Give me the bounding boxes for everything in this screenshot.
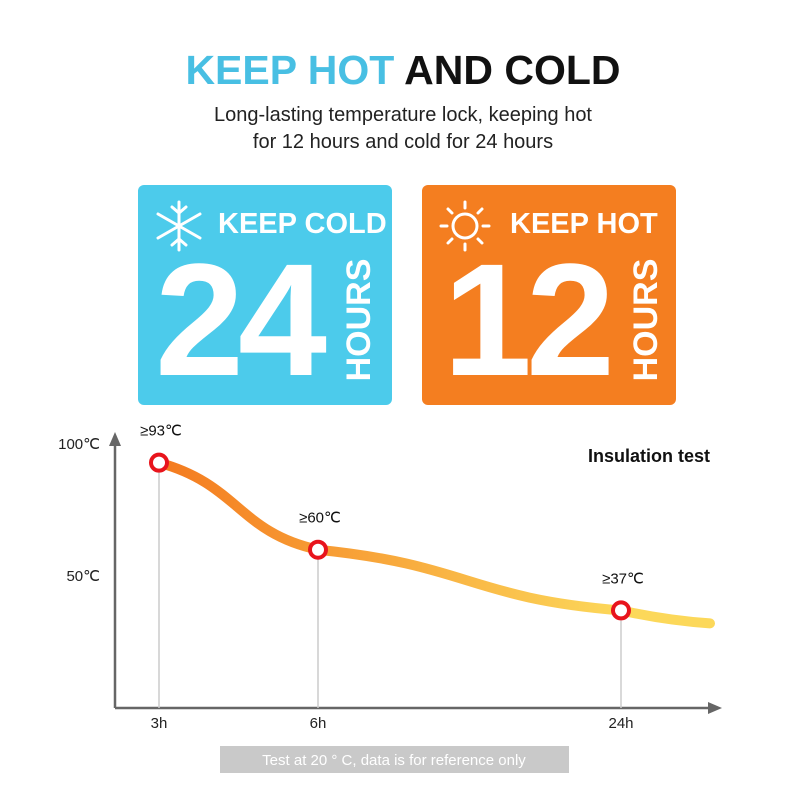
- x-tick-label: 3h: [151, 715, 168, 732]
- card-number: 12: [443, 230, 609, 409]
- value-label: ≥93℃: [140, 423, 182, 440]
- card-label: KEEP COLD: [218, 208, 387, 240]
- y-tick-label: 100℃: [58, 436, 100, 453]
- temperature-line: [154, 457, 626, 616]
- chart-title: Insulation test: [588, 446, 710, 466]
- sun-icon: [439, 200, 491, 252]
- chart: Insulation test 50℃ 100℃ ≥93℃ 3h ≥60℃ 6h ≥37℃ 2…: [58, 423, 722, 732]
- cold-card: KEEP COLD 24 HOURS: [138, 185, 392, 409]
- subtitle: for 12 hours and cold for 24 hours: [253, 131, 553, 153]
- card-unit: HOURS: [340, 259, 378, 382]
- headline: KEEP HOT AND COLD: [185, 47, 620, 93]
- y-tick-label: 50℃: [66, 568, 100, 585]
- hot-card: KEEP HOT 12 HOURS: [422, 185, 676, 409]
- card-unit: HOURS: [627, 259, 665, 382]
- value-label: ≥60℃: [299, 510, 341, 527]
- footnote: Test at 20 ° C, data is for reference on…: [262, 752, 526, 769]
- card-background: [138, 185, 392, 405]
- x-tick-label: 6h: [310, 715, 327, 732]
- headline-accent: KEEP HOT: [185, 47, 394, 93]
- y-axis-arrow: [109, 432, 121, 446]
- card-number: 24: [155, 230, 327, 409]
- subtitle: Long-lasting temperature lock, keeping h…: [214, 104, 592, 126]
- card-background: [422, 185, 676, 405]
- headline-rest: AND COLD: [404, 47, 620, 93]
- x-axis-arrow: [708, 702, 722, 714]
- card-label: KEEP HOT: [510, 208, 658, 240]
- footnote-background: [220, 746, 569, 773]
- snowflake-icon: [156, 200, 202, 252]
- data-point: [611, 600, 631, 621]
- data-point: [308, 539, 328, 560]
- x-tick-label: 24h: [608, 715, 633, 732]
- value-label: ≥37℃: [602, 570, 644, 587]
- data-point: [149, 452, 169, 473]
